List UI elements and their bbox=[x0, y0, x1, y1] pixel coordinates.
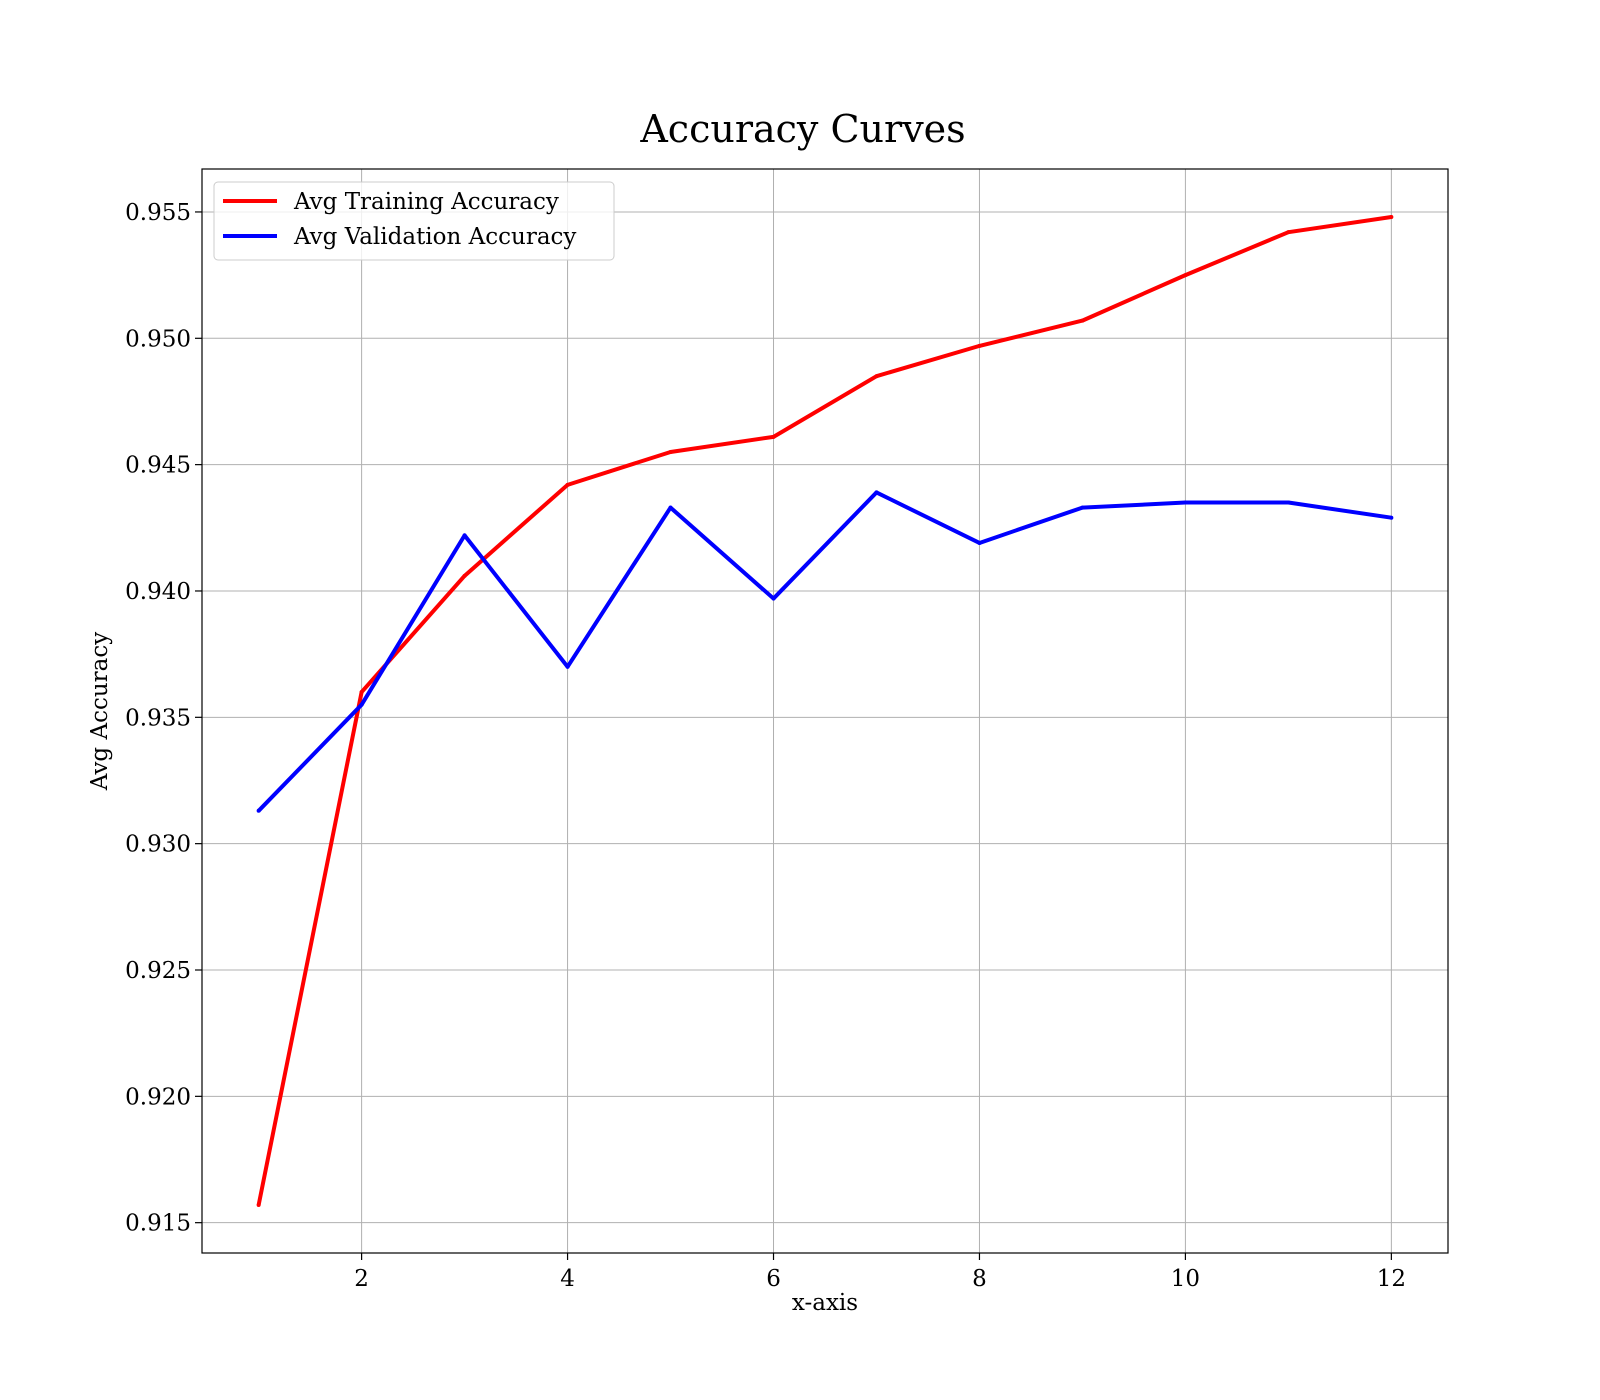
y-tick-label: 0.950 bbox=[125, 326, 191, 352]
data-point-avg-training-accuracy bbox=[1183, 273, 1188, 278]
series-line-avg-training-accuracy bbox=[256, 215, 1392, 1206]
y-tick-label: 0.925 bbox=[125, 958, 191, 984]
y-tick-label: 0.955 bbox=[125, 200, 191, 226]
y-axis-label: Avg Accuracy bbox=[87, 632, 113, 791]
data-point-avg-validation-accuracy bbox=[1286, 500, 1291, 505]
data-point-avg-validation-accuracy bbox=[668, 505, 673, 510]
data-point-avg-training-accuracy bbox=[1286, 230, 1291, 235]
series-layer bbox=[256, 215, 1394, 1207]
y-tick-label: 0.935 bbox=[125, 705, 191, 731]
data-point-avg-training-accuracy bbox=[771, 434, 776, 439]
data-point-avg-validation-accuracy bbox=[462, 533, 467, 538]
data-point-avg-training-accuracy bbox=[462, 573, 467, 578]
legend: Avg Training Accuracy Avg Validation Acc… bbox=[213, 181, 615, 261]
chart-title: Accuracy Curves bbox=[639, 107, 965, 151]
data-point-avg-validation-accuracy bbox=[1183, 500, 1188, 505]
data-point-avg-training-accuracy bbox=[668, 450, 673, 455]
y-tick-label: 0.940 bbox=[125, 579, 191, 605]
legend-label-validation: Avg Validation Accuracy bbox=[293, 224, 576, 250]
plot-frame bbox=[201, 168, 1449, 1254]
data-point-avg-training-accuracy bbox=[1080, 318, 1085, 323]
y-tick-label: 0.920 bbox=[125, 1084, 191, 1110]
data-point-avg-training-accuracy bbox=[977, 343, 982, 348]
data-point-avg-training-accuracy bbox=[256, 1202, 261, 1207]
x-tick-label: 12 bbox=[1377, 1266, 1406, 1292]
data-point-avg-validation-accuracy bbox=[565, 664, 570, 669]
data-point-avg-training-accuracy bbox=[1389, 215, 1394, 220]
x-tick-label: 6 bbox=[766, 1266, 781, 1292]
series-line-avg-validation-accuracy bbox=[257, 490, 1392, 813]
data-point-avg-validation-accuracy bbox=[1080, 505, 1085, 510]
data-point-avg-training-accuracy bbox=[565, 482, 570, 487]
data-point-avg-training-accuracy bbox=[359, 690, 364, 695]
y-tick-label: 0.945 bbox=[125, 453, 191, 479]
y-tick-label: 0.930 bbox=[125, 832, 191, 858]
legend-label-training: Avg Training Accuracy bbox=[293, 189, 559, 215]
x-tick-label: 2 bbox=[354, 1266, 369, 1292]
legend-box bbox=[213, 181, 615, 261]
x-axis-label: x-axis bbox=[792, 1290, 858, 1316]
data-point-avg-validation-accuracy bbox=[771, 596, 776, 601]
grid bbox=[202, 169, 1448, 1253]
data-point-avg-validation-accuracy bbox=[977, 540, 982, 545]
data-point-avg-training-accuracy bbox=[874, 374, 879, 379]
data-point-avg-validation-accuracy bbox=[1389, 515, 1394, 520]
x-tick-label: 4 bbox=[560, 1266, 575, 1292]
x-tick-label: 8 bbox=[972, 1266, 987, 1292]
data-point-avg-validation-accuracy bbox=[256, 808, 261, 813]
data-point-avg-validation-accuracy bbox=[359, 702, 364, 707]
data-point-avg-validation-accuracy bbox=[874, 490, 879, 495]
y-tick-label: 0.915 bbox=[125, 1211, 191, 1237]
x-tick-label: 10 bbox=[1171, 1266, 1200, 1292]
axis-ticks: 2 4 6 8 10 12 0.915 0.920 0.925 0.930 0.935 0.940 0.… bbox=[125, 200, 1406, 1292]
